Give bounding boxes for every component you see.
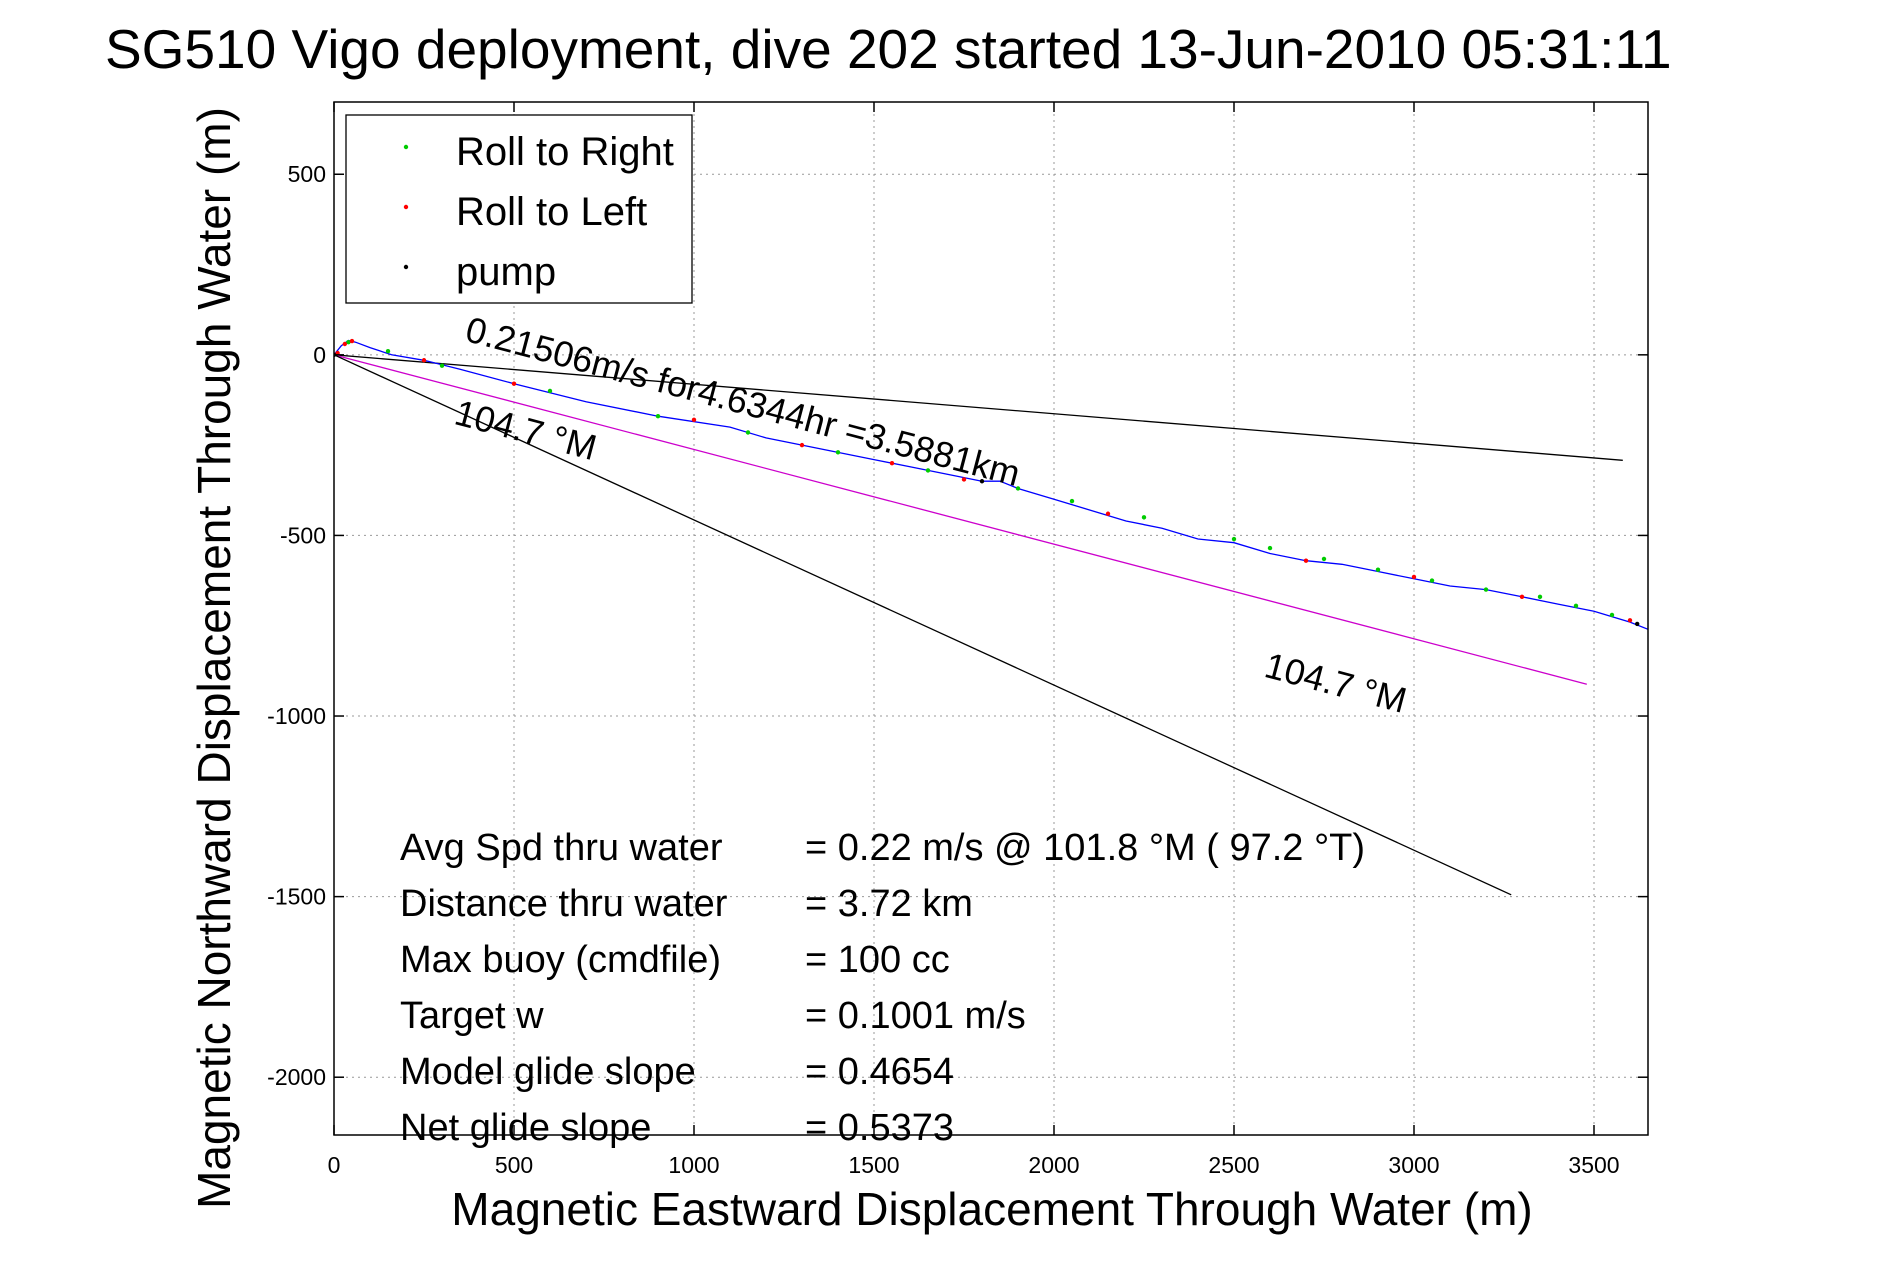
annotation-2: 104.7 °M [451,392,601,469]
roll-right-point [1141,515,1147,520]
stat-label-3: Max buoy (cmdfile) [400,939,721,981]
heading-line-2 [334,354,1587,685]
y-tick-label: 500 [288,161,326,187]
roll-right-point [745,430,751,435]
roll-right-point [1375,567,1381,572]
heading-line-3 [334,354,1512,896]
roll-left-point [1627,618,1633,623]
y-tick-label: -1500 [267,884,326,910]
x-tick-label: 1500 [848,1152,899,1178]
stat-value-6: = 0.5373 [805,1107,954,1149]
roll-right-point [835,450,841,455]
legend: Roll to Right Roll to Left pump [345,114,693,304]
pump-point [979,479,985,484]
x-tick-label: 2500 [1208,1152,1259,1178]
pump-point [1635,621,1640,627]
x-axis-label: Magnetic Eastward Displacement Through W… [451,1183,1532,1235]
stat-value-1: = 0.22 m/s @ 101.8 °M ( 97.2 °T) [805,827,1365,869]
stat-value-4: = 0.1001 m/s [805,995,1026,1037]
chart-title: SG510 Vigo deployment, dive 202 started … [105,18,1672,80]
roll-right-point [1321,556,1327,562]
roll-left-point [691,417,697,423]
roll-right-point [1573,603,1579,609]
roll-right-point [547,388,553,394]
stats-panel: Avg Spd thru water = 0.22 m/s @ 101.8 °M … [400,827,1365,1149]
roll-right-point [655,414,661,419]
roll-right-point [439,363,445,368]
x-tick-label: 0 [328,1152,341,1178]
roll-right-point [1483,587,1489,592]
roll-right-point [1015,486,1021,491]
roll-left-point [889,460,895,466]
roll-left-point [799,442,805,448]
legend-label-2: Roll to Left [456,190,647,234]
roll-right-point [1429,578,1435,583]
track-line [334,339,1648,630]
annotation-1: 0.21506m/s for4.6344hr =3.5881km [462,308,1025,494]
x-tick-label: 3000 [1388,1152,1439,1178]
legend-label-3: pump [456,250,556,294]
roll-right-point [1537,594,1543,600]
x-tick-label: 3500 [1568,1152,1619,1178]
roll-left-point [1411,574,1417,580]
plot-area [334,338,1648,896]
roll-right-point [346,339,351,345]
roll-left-point [961,477,967,482]
legend-marker-1 [403,144,409,150]
stat-label-6: Net glide slope [400,1107,651,1149]
y-axis-label: Magnetic Northward Displacement Through … [188,107,240,1209]
stat-value-5: = 0.4654 [805,1051,954,1093]
stat-label-4: Target w [400,995,544,1037]
stat-label-1: Avg Spd thru water [400,827,723,869]
roll-left-point [1303,558,1309,563]
heading-line-1 [334,354,1623,461]
y-tick-label: -2000 [267,1064,326,1090]
y-tick-label: 0 [313,342,326,368]
x-tick-label: 2000 [1028,1152,1079,1178]
roll-left-point [342,341,347,347]
roll-right-point [1609,612,1615,618]
roll-right-point [1069,498,1075,504]
stat-label-2: Distance thru water [400,883,728,925]
legend-label-1: Roll to Right [456,130,674,174]
roll-left-point [421,358,427,363]
y-tick-label: -1000 [267,703,326,729]
roll-left-point [349,338,355,344]
annotation-3: 104.7 °M [1261,644,1411,721]
legend-marker-3 [403,264,409,270]
x-tick-label: 1000 [668,1152,719,1178]
roll-left-point [1519,594,1525,600]
axis-ticks: 0 500 1000 1500 2000 2500 3000 3500 500 0 -500 -100… [267,102,1648,1178]
roll-right-point [385,349,391,354]
roll-right-point [925,468,931,473]
x-tick-label: 500 [495,1152,533,1178]
stat-label-5: Model glide slope [400,1051,696,1093]
legend-marker-2 [403,204,409,210]
roll-left-point [1105,511,1111,516]
y-tick-label: -500 [280,522,326,548]
roll-left-point [511,381,517,386]
stat-value-2: = 3.72 km [805,883,973,925]
roll-right-point [1267,545,1273,551]
axes-frame [333,101,1649,1136]
stat-value-3: = 100 cc [805,939,950,981]
legend-box [345,114,693,304]
roll-right-point [1231,536,1237,542]
